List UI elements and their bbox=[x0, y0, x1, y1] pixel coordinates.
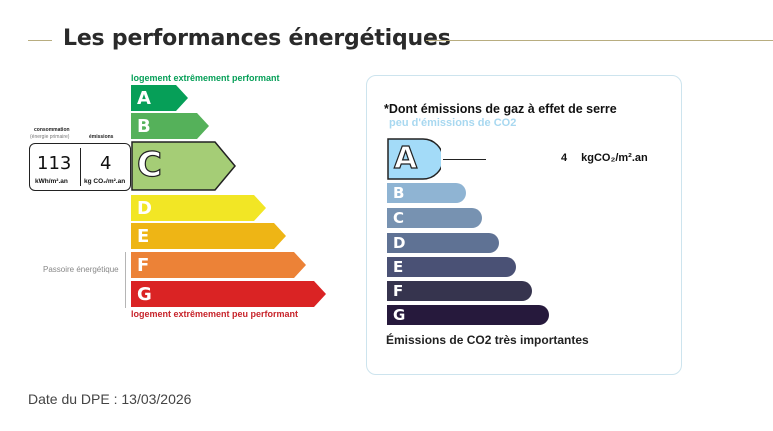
ges-class-f: F bbox=[387, 281, 532, 301]
ges-value: 4 kgCO₂/m².an bbox=[561, 152, 648, 164]
emissions-label: émissions bbox=[89, 134, 114, 140]
header-rule-right bbox=[426, 40, 773, 41]
ges-bottom-caption: Émissions de CO2 très importantes bbox=[386, 333, 589, 347]
consumption-emissions-box: 113 kWh/m².an 4 kg CO₂/m².an bbox=[29, 143, 131, 191]
dpe-class-f: F bbox=[131, 252, 306, 278]
ges-value-number: 4 bbox=[561, 152, 568, 164]
emissions-value: 4 bbox=[100, 153, 112, 174]
dpe-class-c-current: C bbox=[131, 141, 237, 191]
ges-class-f-letter: F bbox=[393, 282, 404, 300]
consumption-value: 113 bbox=[37, 153, 72, 174]
passoire-label: Passoire énergétique bbox=[43, 265, 119, 274]
dpe-class-g-letter: G bbox=[137, 284, 152, 305]
ges-class-a-letter: A bbox=[393, 140, 418, 176]
consobox-separator bbox=[80, 148, 81, 186]
ges-class-c-letter: C bbox=[393, 209, 405, 227]
ges-class-e-letter: E bbox=[393, 258, 404, 276]
ges-class-e: E bbox=[387, 257, 516, 277]
dpe-bottom-caption: logement extrêmement peu performant bbox=[131, 309, 299, 319]
dpe-class-a: A bbox=[131, 85, 188, 111]
dpe-class-e: E bbox=[131, 223, 286, 249]
ges-class-b-letter: B bbox=[393, 184, 405, 202]
ges-class-a-current: A bbox=[387, 138, 444, 180]
ges-title: *Dont émissions de gaz à effet de serre bbox=[384, 102, 617, 116]
dpe-class-g: G bbox=[131, 281, 326, 307]
dpe-class-d-letter: D bbox=[137, 198, 152, 219]
ges-class-d: D bbox=[387, 233, 499, 253]
ges-class-g: G bbox=[387, 305, 549, 325]
emissions-unit: kg CO₂/m².an bbox=[84, 178, 126, 185]
ges-top-caption: peu d'émissions de CO2 bbox=[389, 117, 517, 129]
dpe-top-caption: logement extrêmement performant bbox=[131, 73, 280, 83]
dpe-class-a-letter: A bbox=[137, 88, 151, 109]
consumption-sublabel: (énergie primaire) bbox=[30, 134, 70, 140]
consumption-unit: kWh/m².an bbox=[35, 178, 68, 185]
ges-class-b: B bbox=[387, 183, 466, 203]
ges-class-d-letter: D bbox=[393, 234, 406, 252]
dpe-class-b-letter: B bbox=[137, 116, 151, 137]
dpe-class-b: B bbox=[131, 113, 209, 139]
section-title: Les performances énergétiques bbox=[63, 26, 451, 51]
ges-value-pointer bbox=[443, 159, 486, 160]
dpe-class-e-letter: E bbox=[137, 226, 150, 247]
ges-class-g-letter: G bbox=[393, 306, 406, 324]
ges-value-unit: kgCO₂/m².an bbox=[581, 152, 648, 164]
header-rule-left bbox=[28, 40, 52, 41]
consumption-label: consommation bbox=[34, 127, 70, 133]
dpe-class-c-letter: C bbox=[136, 144, 162, 185]
passoire-bracket bbox=[125, 252, 126, 308]
dpe-date: Date du DPE : 13/03/2026 bbox=[28, 391, 192, 407]
dpe-class-f-letter: F bbox=[137, 255, 150, 276]
dpe-class-d: D bbox=[131, 195, 266, 221]
ges-class-c: C bbox=[387, 208, 482, 228]
